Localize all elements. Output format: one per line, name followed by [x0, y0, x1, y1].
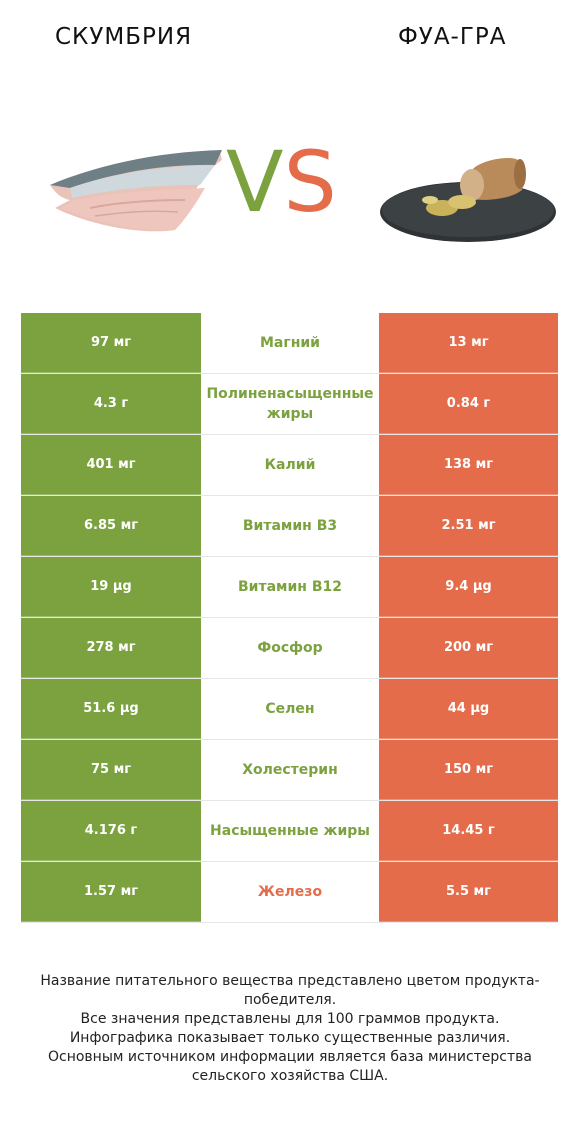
right-value: 5.5 мг — [379, 862, 558, 922]
product-images — [50, 150, 556, 242]
comparison-table: 97 мг Магний 13 мг 4.3 г Полиненасыщенны… — [21, 313, 558, 923]
vs-label: VS — [226, 140, 337, 224]
nutrient-name: Магний — [201, 313, 379, 373]
right-value: 9.4 µg — [379, 557, 558, 617]
table-row: 401 мг Калий 138 мг — [21, 435, 558, 496]
right-value: 150 мг — [379, 740, 558, 800]
left-value: 1.57 мг — [21, 862, 201, 922]
footer-line: Инфографика показывает только существенн… — [69, 1030, 511, 1046]
left-value: 51.6 µg — [21, 679, 201, 739]
right-value: 0.84 г — [379, 374, 558, 434]
nutrient-name: Селен — [201, 679, 379, 739]
left-value: 97 мг — [21, 313, 201, 373]
foie-gras-image — [380, 158, 556, 242]
right-value: 13 мг — [379, 313, 558, 373]
nutrient-name: Холестерин — [201, 740, 379, 800]
left-product-title: СКУМБРИЯ — [55, 24, 193, 50]
table-row: 19 µg Витамин B12 9.4 µg — [21, 557, 558, 618]
footer-line: Название питательного вещества представл… — [40, 973, 540, 1008]
vs-s: S — [283, 133, 337, 231]
table-row: 97 мг Магний 13 мг — [21, 313, 558, 374]
nutrient-name: Витамин B12 — [201, 557, 379, 617]
table-row: 4.176 г Насыщенные жиры 14.45 г — [21, 801, 558, 862]
right-value: 2.51 мг — [379, 496, 558, 556]
table-row: 6.85 мг Витамин B3 2.51 мг — [21, 496, 558, 557]
table-row: 75 мг Холестерин 150 мг — [21, 740, 558, 801]
right-value: 44 µg — [379, 679, 558, 739]
nutrient-name: Фосфор — [201, 618, 379, 678]
left-value: 401 мг — [21, 435, 201, 495]
left-value: 19 µg — [21, 557, 201, 617]
vs-v: V — [226, 133, 284, 231]
nutrient-name: Железо — [201, 862, 379, 922]
table-row: 1.57 мг Железо 5.5 мг — [21, 862, 558, 923]
left-value: 278 мг — [21, 618, 201, 678]
left-value: 6.85 мг — [21, 496, 201, 556]
right-value: 138 мг — [379, 435, 558, 495]
right-product-title: ФУА-ГРА — [398, 24, 507, 50]
left-value: 75 мг — [21, 740, 201, 800]
nutrient-name: Калий — [201, 435, 379, 495]
table-row: 4.3 г Полиненасыщенные жиры 0.84 г — [21, 374, 558, 435]
nutrient-name: Витамин B3 — [201, 496, 379, 556]
table-row: 278 мг Фосфор 200 мг — [21, 618, 558, 679]
left-value: 4.176 г — [21, 801, 201, 861]
footer-line: Все значения представлены для 100 граммо… — [80, 1011, 500, 1027]
nutrient-name: Насыщенные жиры — [201, 801, 379, 861]
right-value: 200 мг — [379, 618, 558, 678]
footer-notes: Название питательного вещества представл… — [20, 972, 560, 1086]
footer-line: Основным источником информации является … — [48, 1049, 532, 1084]
right-value: 14.45 г — [379, 801, 558, 861]
mackerel-image — [50, 150, 222, 232]
left-value: 4.3 г — [21, 374, 201, 434]
table-row: 51.6 µg Селен 44 µg — [21, 679, 558, 740]
nutrient-name: Полиненасыщенные жиры — [201, 374, 379, 434]
